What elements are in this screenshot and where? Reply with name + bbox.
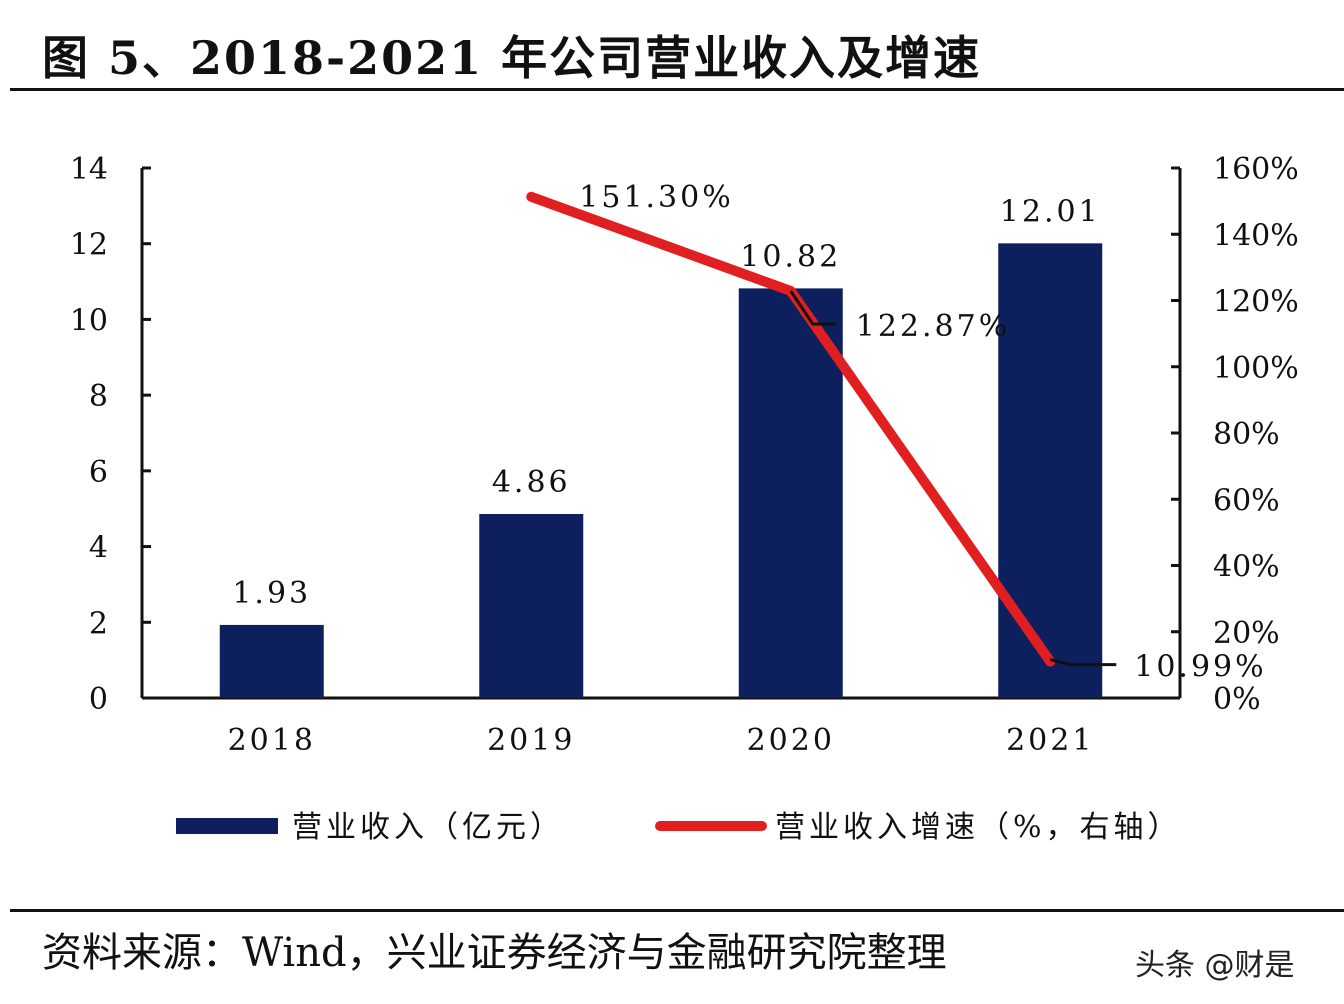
line-label: 151.30% <box>579 180 733 215</box>
bar-2019 <box>479 514 584 698</box>
left-tick-label: 6 <box>89 455 108 490</box>
left-tick-label: 2 <box>89 606 108 641</box>
left-tick-label: 14 <box>70 152 108 187</box>
line-label: 10.99% <box>1134 650 1266 685</box>
right-tick-label: 160% <box>1213 152 1299 187</box>
right-tick-label: 140% <box>1213 218 1299 253</box>
right-tick-label: 60% <box>1213 483 1280 518</box>
left-tick-label: 10 <box>70 303 108 338</box>
right-tick-label: 80% <box>1213 417 1280 452</box>
x-tick-label: 2021 <box>1006 723 1094 758</box>
source-rule <box>10 909 1344 912</box>
chart-title: 图 5、2018-2021 年公司营业收入及增速 <box>42 31 982 85</box>
left-tick-label: 0 <box>89 682 108 717</box>
chart: 024681012140%20%40%60%80%100%120%140%160… <box>70 152 1299 845</box>
line-label: 122.87% <box>856 309 1010 344</box>
legend-bar-label: 营业收入（亿元） <box>292 810 564 845</box>
x-tick-label: 2020 <box>747 723 835 758</box>
title-rule <box>10 88 1344 91</box>
source-note: 资料来源：Wind，兴业证券经济与金融研究院整理 <box>42 930 947 976</box>
bar-label: 4.86 <box>492 465 571 500</box>
bar-label: 12.01 <box>1000 194 1101 229</box>
bar-2018 <box>219 624 324 698</box>
x-tick-label: 2018 <box>228 723 316 758</box>
bar-label: 10.82 <box>740 239 841 274</box>
leader-line <box>1049 658 1117 667</box>
left-tick-label: 4 <box>89 531 108 566</box>
right-tick-label: 0% <box>1213 682 1261 717</box>
bar-label: 1.93 <box>232 576 311 611</box>
legend-line-label: 营业收入增速（%，右轴） <box>775 810 1182 845</box>
right-tick-label: 20% <box>1213 616 1280 651</box>
right-tick-label: 40% <box>1213 550 1280 585</box>
left-tick-label: 8 <box>89 379 108 414</box>
legend-bar-swatch <box>176 818 278 834</box>
leader-line <box>789 290 836 326</box>
bar-2020 <box>738 288 843 698</box>
watermark: 头条 @财是 <box>1135 948 1295 983</box>
right-tick-label: 120% <box>1213 285 1299 320</box>
bar-2021 <box>998 243 1103 699</box>
left-tick-label: 12 <box>70 228 108 263</box>
x-tick-label: 2019 <box>487 723 575 758</box>
right-tick-label: 100% <box>1213 351 1299 386</box>
